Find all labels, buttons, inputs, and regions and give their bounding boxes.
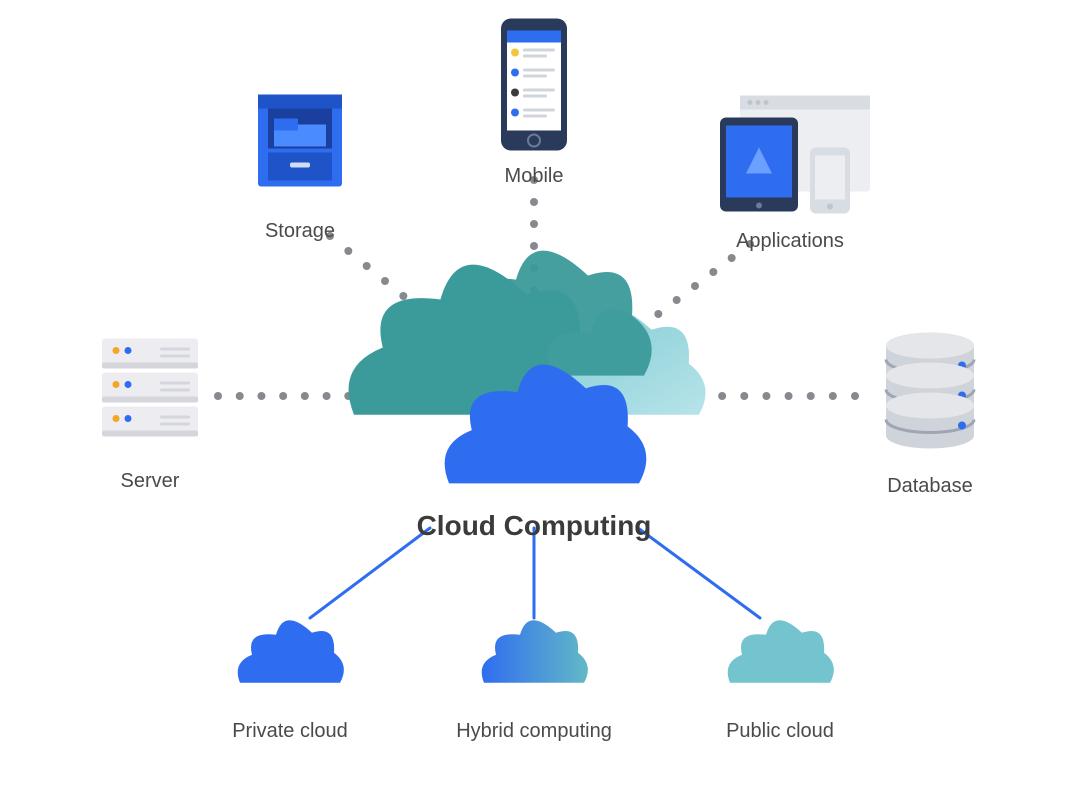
- hybrid-cloud-icon: [482, 620, 588, 683]
- public-cloud-label: Public cloud: [726, 720, 834, 743]
- public-cloud-icon: [728, 620, 834, 683]
- mobile-label: Mobile: [505, 165, 564, 188]
- private-cloud-label: Private cloud: [232, 720, 348, 743]
- database-label: Database: [887, 475, 973, 498]
- hybrid-computing-label: Hybrid computing: [456, 720, 612, 743]
- mobile-icon: [489, 13, 579, 168]
- center-cloud-icon: [349, 251, 706, 484]
- storage-icon: [240, 73, 360, 208]
- applications-label: Applications: [736, 230, 844, 253]
- applications-icon: [700, 78, 880, 223]
- sub-clouds-group: [238, 620, 834, 683]
- database-icon: [870, 318, 990, 463]
- diagram-stage: Server Storage Mobile Applications Datab…: [0, 0, 1068, 788]
- storage-label: Storage: [265, 220, 335, 243]
- server-icon: [90, 323, 210, 458]
- diagram-title: Cloud Computing: [417, 510, 652, 542]
- private-cloud-icon: [238, 620, 344, 683]
- server-label: Server: [121, 470, 180, 493]
